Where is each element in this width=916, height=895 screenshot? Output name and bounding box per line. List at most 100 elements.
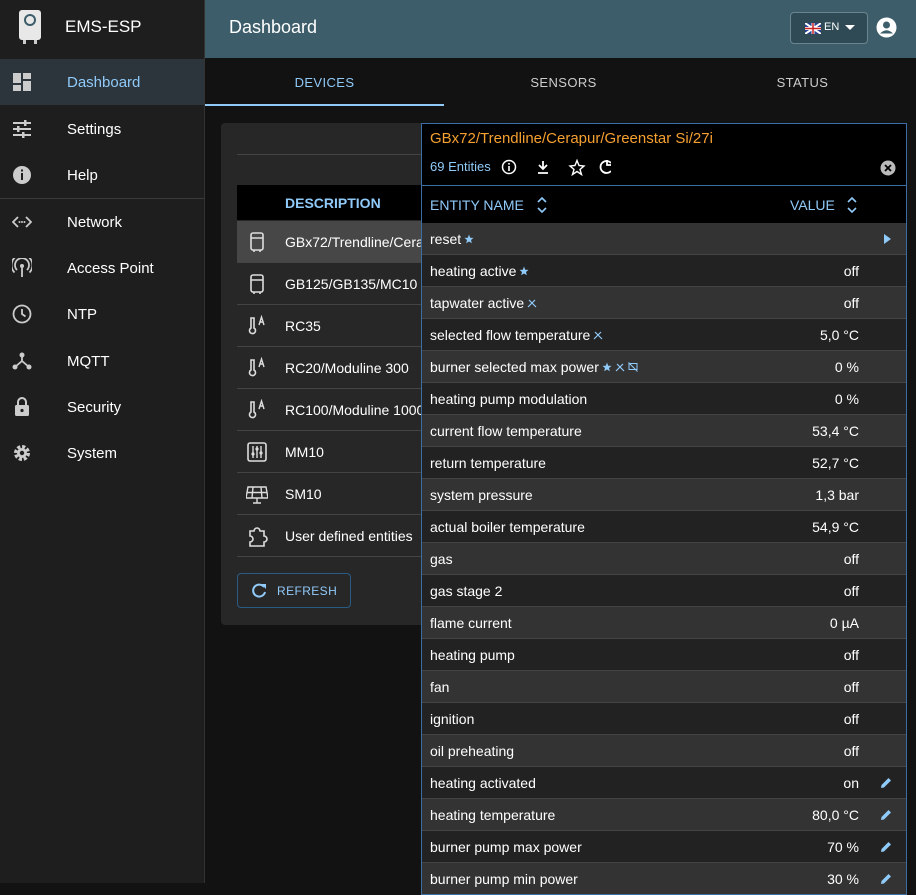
close-button[interactable] [880, 160, 896, 176]
device-row[interactable]: RC35 [237, 305, 437, 347]
entity-flag [464, 234, 474, 244]
device-row[interactable]: MM10 [237, 431, 437, 473]
entity-row[interactable]: fan off [422, 671, 906, 703]
menu-item[interactable]: Settings [0, 106, 204, 152]
entity-label: burner selected max power [430, 359, 599, 375]
panel-actions[interactable] [501, 159, 611, 176]
divider [237, 154, 451, 155]
entity-label: oil preheating [430, 743, 514, 759]
entity-value: 80,0 °C [812, 807, 859, 823]
menu-item[interactable]: NTP [0, 291, 204, 337]
entity-row[interactable]: heating pumpoff [422, 639, 906, 671]
entity-value: off [844, 679, 859, 695]
entity-row[interactable]: flame current0 µA [422, 607, 906, 639]
entity-name: reset [430, 231, 474, 247]
entity-row[interactable]: heating temperature80,0 °C [422, 799, 906, 831]
entity-row[interactable]: selected flow temperature5,0 °C [422, 319, 906, 351]
entity-row[interactable]: burner pump min power30 % [422, 863, 906, 895]
column-header[interactable]: ENTITY NAME [430, 197, 524, 213]
menu-item[interactable]: Dashboard [0, 59, 204, 105]
entity-name: burner pump min power [430, 871, 578, 887]
brand: EMS-ESP [65, 17, 142, 37]
menu-icon [12, 397, 32, 417]
entity-flag [519, 266, 529, 276]
run-command[interactable] [884, 234, 892, 244]
entity-row[interactable]: heating active off [422, 255, 906, 287]
menu-item[interactable]: Network [0, 199, 204, 245]
entity-row[interactable]: burner pump max power70 % [422, 831, 906, 863]
menu-icon [12, 443, 32, 463]
logo [17, 9, 43, 45]
entity-value: off [844, 263, 859, 279]
entity-row[interactable]: ignitionoff [422, 703, 906, 735]
entity-value: off [844, 583, 859, 599]
menu-icon [12, 351, 32, 371]
menu-label: MQTT [67, 353, 110, 370]
refresh-button[interactable]: REFRESH [237, 573, 351, 608]
entity-row[interactable]: heating activatedon [422, 767, 906, 799]
account-icon[interactable] [876, 17, 897, 38]
entity-name: heating pump [430, 647, 515, 663]
edit-button[interactable] [879, 840, 893, 854]
menu-icon [12, 72, 32, 92]
entity-row[interactable]: burner selected max power0 % [422, 351, 906, 383]
device-row[interactable]: SM10 [237, 473, 437, 515]
menu-item[interactable]: Security [0, 384, 204, 430]
language-select[interactable]: EN [790, 12, 868, 44]
entity-row[interactable]: reset [422, 223, 906, 255]
edit-button[interactable] [879, 872, 893, 886]
entity-row[interactable]: heating pump modulation0 % [422, 383, 906, 415]
language: EN [824, 21, 839, 33]
entity-name: heating pump modulation [430, 391, 587, 407]
entity-row[interactable]: current flow temperature53,4 °C [422, 415, 906, 447]
entity-name: gas [430, 551, 453, 567]
entity-row[interactable]: gasoff [422, 543, 906, 575]
panel-header: GBx72/Trendline/Cerapur/Greenstar Si/27i… [422, 124, 906, 186]
entity-label: heating pump modulation [430, 391, 587, 407]
menu-item[interactable]: MQTT [0, 338, 204, 384]
entity-value: 1,3 bar [815, 487, 859, 503]
tab[interactable]: SENSORS [444, 59, 683, 106]
menu-item[interactable]: Help [0, 152, 204, 198]
device-row[interactable]: RC100/Moduline 1000 [237, 389, 437, 431]
device-name: RC20/Moduline 300 [285, 360, 409, 376]
entity-label: actual boiler temperature [430, 519, 585, 535]
device-row[interactable]: RC20/Moduline 300 [237, 347, 437, 389]
entity-label: gas [430, 551, 453, 567]
device-row[interactable]: User defined entities [237, 515, 437, 557]
device-icon [246, 273, 268, 295]
menu-item[interactable]: Access Point [0, 245, 204, 291]
device-row[interactable]: GB125/GB135/MC10 [237, 263, 437, 305]
menu-item[interactable]: System [0, 430, 204, 476]
flag [805, 23, 821, 34]
entity-label: heating pump [430, 647, 515, 663]
entity-label: heating active [430, 263, 516, 279]
entity-name: burner pump max power [430, 839, 582, 855]
entity-row[interactable]: oil preheatingoff [422, 735, 906, 767]
tab[interactable]: STATUS [683, 59, 916, 106]
column-header: DESCRIPTION [285, 195, 381, 211]
entity-row[interactable]: gas stage 2off [422, 575, 906, 607]
edit-button[interactable] [879, 808, 893, 822]
page-title: Dashboard [229, 17, 317, 38]
entity-label: fan [430, 679, 449, 695]
edit-button[interactable] [879, 776, 893, 790]
entity-label: burner pump min power [430, 871, 578, 887]
menu-label: NTP [67, 306, 97, 323]
dropdown-arrow [845, 25, 855, 31]
devices-table-header: DESCRIPTION [237, 185, 437, 220]
menu-label: Network [67, 214, 122, 231]
entity-value: 0 µA [830, 615, 859, 631]
device-row[interactable]: GBx72/Trendline/Cerapur/Greenstar Si/27i [237, 221, 437, 263]
app-bar: Dashboard EN [205, 0, 916, 58]
column-header[interactable]: VALUE [790, 197, 835, 213]
tab[interactable]: DEVICES [205, 59, 444, 106]
entity-row[interactable]: actual boiler temperature54,9 °C [422, 511, 906, 543]
menu-icon [12, 165, 32, 185]
entity-row[interactable]: return temperature52,7 °C [422, 447, 906, 479]
entity-row[interactable]: tapwater activeoff [422, 287, 906, 319]
entity-label: return temperature [430, 455, 546, 471]
device-name: MM10 [285, 444, 324, 460]
entity-row[interactable]: system pressure1,3 bar [422, 479, 906, 511]
